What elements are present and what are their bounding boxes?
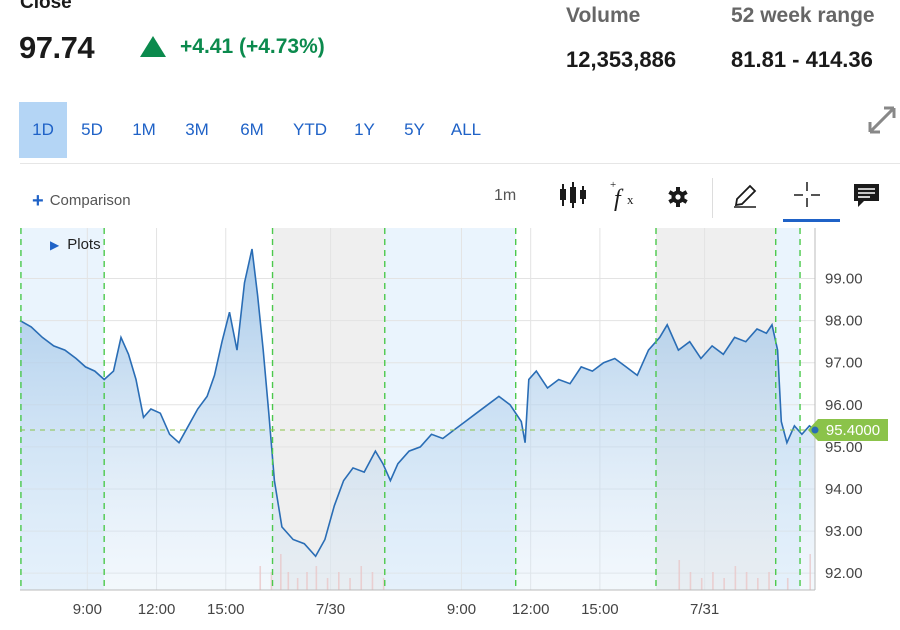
y-tick-label: 99.00	[825, 271, 863, 288]
x-tick-label: 15:00	[207, 601, 245, 618]
last-price-marker	[811, 426, 819, 434]
y-tick-label: 98.00	[825, 313, 863, 330]
x-tick-label: 12:00	[512, 601, 550, 618]
y-tick-label: 92.00	[825, 565, 863, 582]
plots-label: Plots	[67, 236, 101, 253]
current-price-badge	[808, 419, 888, 442]
tab-6m[interactable]: 6M	[240, 120, 264, 139]
toolbar-divider	[712, 178, 713, 218]
comparison-button[interactable]: + Comparison	[32, 190, 131, 213]
tab-all[interactable]: ALL	[450, 120, 482, 139]
plus-icon: +	[32, 190, 44, 212]
comparison-label: Comparison	[49, 192, 131, 209]
tab-1m[interactable]: 1M	[132, 120, 156, 139]
price-line	[19, 248, 816, 558]
tabs-divider	[20, 163, 900, 164]
tab-3m[interactable]: 3M	[185, 120, 209, 139]
tab-5d[interactable]: 5D	[81, 120, 103, 139]
expand-icon[interactable]	[864, 102, 900, 138]
price-chart[interactable]: 99.00 98.00 97.00 96.00 95.00 94.00 93.00 92.00…	[0, 228, 900, 628]
range-label: 52 week range	[731, 4, 875, 27]
y-tick-label: 96.00	[825, 397, 863, 414]
x-tick-label: 7/31	[690, 601, 719, 618]
svg-text:x: x	[627, 192, 634, 207]
range-value: 81.81 - 414.36	[731, 47, 873, 72]
x-tick-label: 9:00	[447, 601, 476, 618]
comment-icon[interactable]	[850, 178, 884, 212]
price-value: 97.74	[19, 30, 95, 65]
interval-button[interactable]: 1m	[494, 187, 517, 204]
y-tick-label: 95.00	[825, 439, 863, 456]
crosshair-icon[interactable]	[790, 178, 824, 212]
volume-value: 12,353,886	[566, 47, 677, 72]
y-tick-label: 93.00	[825, 523, 863, 540]
x-tick-label: 15:00	[581, 601, 619, 618]
function-icon[interactable]: + f x	[607, 178, 641, 212]
current-price-label: 95.4000	[826, 422, 880, 439]
triangle-up-icon	[140, 36, 166, 57]
y-tick-label: 97.00	[825, 355, 863, 372]
tab-1y[interactable]: 1Y	[354, 120, 375, 139]
volume-label: Volume	[566, 4, 641, 27]
svg-text:f: f	[614, 186, 624, 212]
tab-1d[interactable]: 1D	[19, 102, 67, 158]
tab-5y[interactable]: 5Y	[404, 120, 425, 139]
gear-icon[interactable]	[661, 178, 695, 212]
price-change: +4.41 (+4.73%)	[180, 35, 325, 58]
pencil-icon[interactable]	[728, 178, 762, 212]
x-tick-label: 12:00	[138, 601, 176, 618]
close-label: Close	[20, 0, 72, 13]
x-tick-label: 7/30	[316, 601, 345, 618]
active-tool-indicator	[783, 219, 840, 222]
triangle-right-icon: ▶	[50, 238, 60, 252]
candlestick-icon[interactable]	[556, 178, 590, 212]
tab-ytd[interactable]: YTD	[293, 120, 327, 139]
plots-toggle[interactable]: ▶ Plots	[50, 236, 101, 253]
y-tick-label: 94.00	[825, 481, 863, 498]
svg-text:+: +	[610, 179, 616, 191]
price-area	[20, 249, 815, 590]
x-tick-label: 9:00	[73, 601, 102, 618]
